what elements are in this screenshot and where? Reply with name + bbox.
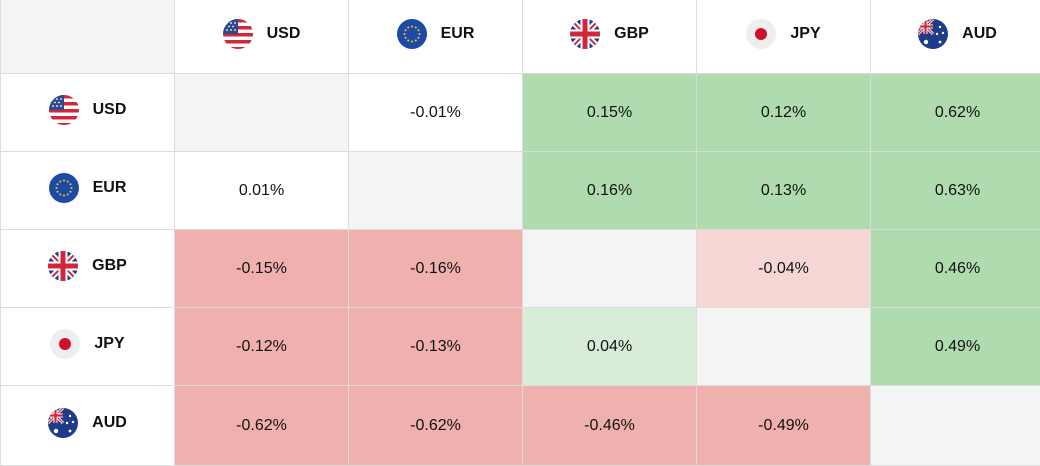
australia-flag-icon	[48, 408, 78, 438]
japan-flag-icon	[50, 329, 80, 359]
heatmap-cell-aud-eur: -0.62%	[349, 386, 523, 466]
heatmap-cell-gbp-usd: -0.15%	[175, 230, 349, 308]
heatmap-cell-eur-aud: 0.63%	[871, 152, 1040, 230]
row-header-aud: AUD	[1, 386, 175, 466]
column-label-eur: EUR	[441, 25, 475, 43]
column-label-aud: AUD	[962, 25, 997, 43]
heatmap-cell-usd-eur: -0.01%	[349, 74, 523, 152]
row-label-eur: EUR	[93, 179, 127, 197]
table-row-usd: USD -0.01% 0.15% 0.12% 0.62%	[1, 74, 1040, 152]
column-header-eur: EUR	[349, 0, 523, 74]
heatmap-cell-usd-jpy: 0.12%	[697, 74, 871, 152]
heatmap-cell-aud-jpy: -0.49%	[697, 386, 871, 466]
row-header-usd: USD	[1, 74, 175, 152]
heatmap-cell-usd-usd	[175, 74, 349, 152]
heatmap-cell-aud-gbp: -0.46%	[523, 386, 697, 466]
table-row-eur: EUR 0.01% 0.16% 0.13% 0.63%	[1, 152, 1040, 230]
heatmap-cell-usd-aud: 0.62%	[871, 74, 1040, 152]
heatmap-cell-eur-eur	[349, 152, 523, 230]
heatmap-cell-jpy-jpy	[697, 308, 871, 386]
header-row: USD	[1, 0, 1040, 74]
column-label-gbp: GBP	[614, 25, 649, 43]
heatmap-cell-jpy-eur: -0.13%	[349, 308, 523, 386]
eu-flag-icon	[49, 173, 79, 203]
row-label-gbp: GBP	[92, 257, 127, 275]
heatmap-cell-jpy-gbp: 0.04%	[523, 308, 697, 386]
row-label-jpy: JPY	[94, 335, 124, 353]
eu-flag-icon	[397, 19, 427, 49]
heatmap-cell-gbp-aud: 0.46%	[871, 230, 1040, 308]
table-row-aud: AUD -0.62% -0.62% -0.46% -0.49%	[1, 386, 1040, 466]
heatmap-cell-eur-jpy: 0.13%	[697, 152, 871, 230]
uk-flag-icon	[570, 19, 600, 49]
column-header-usd: USD	[175, 0, 349, 74]
japan-flag-icon	[746, 19, 776, 49]
heatmap-cell-gbp-gbp	[523, 230, 697, 308]
heatmap-cell-eur-gbp: 0.16%	[523, 152, 697, 230]
heatmap-cell-jpy-aud: 0.49%	[871, 308, 1040, 386]
column-header-aud: AUD	[871, 0, 1040, 74]
column-label-jpy: JPY	[790, 25, 820, 43]
heatmap-cell-jpy-usd: -0.12%	[175, 308, 349, 386]
column-label-usd: USD	[267, 25, 301, 43]
australia-flag-icon	[918, 19, 948, 49]
heatmap-cell-aud-usd: -0.62%	[175, 386, 349, 466]
us-flag-icon	[223, 19, 253, 49]
column-header-gbp: GBP	[523, 0, 697, 74]
heatmap-cell-gbp-eur: -0.16%	[349, 230, 523, 308]
table-row-gbp: GBP -0.15% -0.16% -0.04% 0.46%	[1, 230, 1040, 308]
row-header-gbp: GBP	[1, 230, 175, 308]
column-header-jpy: JPY	[697, 0, 871, 74]
corner-cell	[1, 0, 175, 74]
row-header-jpy: JPY	[1, 308, 175, 386]
heatmap-cell-eur-usd: 0.01%	[175, 152, 349, 230]
heatmap-cell-aud-aud	[871, 386, 1040, 466]
us-flag-icon	[49, 95, 79, 125]
row-label-usd: USD	[93, 101, 127, 119]
heatmap-cell-usd-gbp: 0.15%	[523, 74, 697, 152]
row-label-aud: AUD	[92, 414, 127, 432]
uk-flag-icon	[48, 251, 78, 281]
table-row-jpy: JPY -0.12% -0.13% 0.04% 0.49%	[1, 308, 1040, 386]
row-header-eur: EUR	[1, 152, 175, 230]
heatmap-cell-gbp-jpy: -0.04%	[697, 230, 871, 308]
